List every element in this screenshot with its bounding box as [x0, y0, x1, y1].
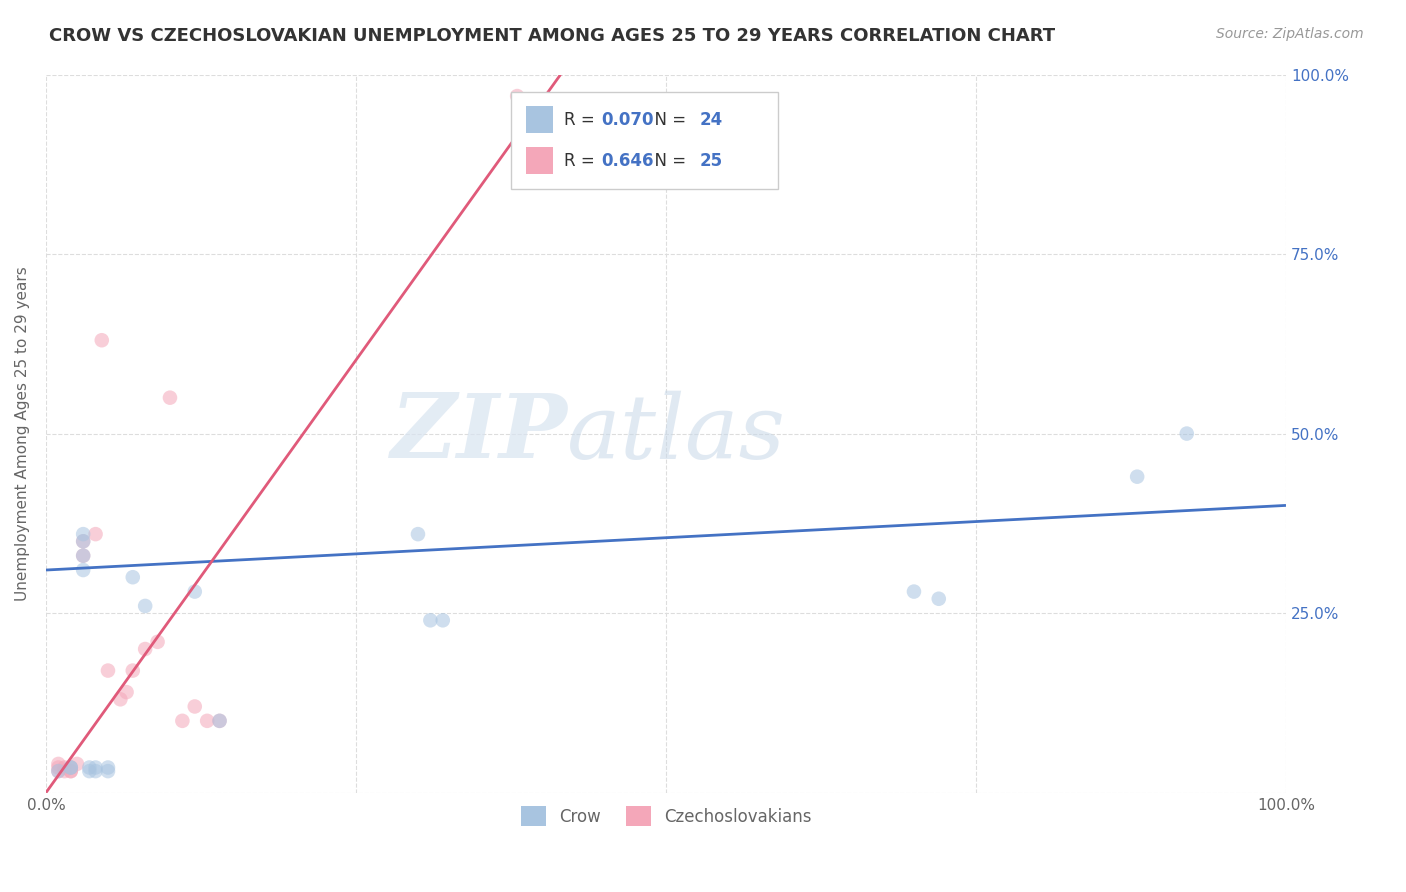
- Point: [72, 563, 94, 577]
- Point: [59, 760, 82, 774]
- Point: [72, 549, 94, 563]
- Text: 24: 24: [699, 111, 723, 128]
- Point: [406, 527, 429, 541]
- Text: R =: R =: [564, 111, 600, 128]
- Text: 0.070: 0.070: [602, 111, 654, 128]
- Point: [208, 714, 231, 728]
- Point: [72, 527, 94, 541]
- Point: [53, 760, 76, 774]
- Point: [1175, 426, 1198, 441]
- Point: [1126, 469, 1149, 483]
- Point: [115, 685, 138, 699]
- Point: [72, 549, 94, 563]
- Point: [53, 764, 76, 778]
- Point: [134, 599, 156, 613]
- Point: [59, 760, 82, 774]
- Bar: [510, 93, 778, 189]
- Point: [506, 89, 529, 103]
- Text: 0.646: 0.646: [602, 152, 654, 169]
- Point: [97, 760, 120, 774]
- Point: [48, 764, 70, 778]
- Point: [121, 570, 143, 584]
- Point: [195, 714, 218, 728]
- Point: [903, 584, 925, 599]
- Point: [66, 756, 89, 771]
- Text: atlas: atlas: [567, 390, 786, 477]
- Legend: Crow, Czechoslovakians: Crow, Czechoslovakians: [512, 797, 820, 835]
- Text: Source: ZipAtlas.com: Source: ZipAtlas.com: [1216, 27, 1364, 41]
- Point: [184, 699, 207, 714]
- Point: [432, 613, 454, 627]
- Point: [48, 764, 70, 778]
- Text: CROW VS CZECHOSLOVAKIAN UNEMPLOYMENT AMONG AGES 25 TO 29 YEARS CORRELATION CHART: CROW VS CZECHOSLOVAKIAN UNEMPLOYMENT AMO…: [49, 27, 1056, 45]
- Text: 25: 25: [699, 152, 723, 169]
- Point: [59, 760, 82, 774]
- Point: [134, 642, 156, 657]
- Text: ZIP: ZIP: [391, 391, 567, 477]
- Point: [72, 534, 94, 549]
- Point: [110, 692, 132, 706]
- Text: N =: N =: [644, 152, 690, 169]
- Text: R =: R =: [564, 152, 600, 169]
- Point: [48, 756, 70, 771]
- Point: [97, 764, 120, 778]
- Point: [172, 714, 194, 728]
- Point: [59, 764, 82, 778]
- Point: [84, 527, 107, 541]
- Point: [208, 714, 231, 728]
- Point: [146, 635, 169, 649]
- Point: [90, 333, 112, 347]
- Text: N =: N =: [644, 111, 690, 128]
- Point: [121, 664, 143, 678]
- Bar: [526, 106, 553, 134]
- Bar: [526, 147, 553, 174]
- Point: [84, 760, 107, 774]
- Point: [48, 760, 70, 774]
- Point: [59, 764, 82, 778]
- Point: [84, 764, 107, 778]
- Point: [159, 391, 181, 405]
- Point: [79, 764, 101, 778]
- Point: [928, 591, 950, 606]
- Point: [419, 613, 441, 627]
- Y-axis label: Unemployment Among Ages 25 to 29 years: Unemployment Among Ages 25 to 29 years: [15, 266, 30, 601]
- Point: [184, 584, 207, 599]
- Point: [79, 760, 101, 774]
- Point: [97, 664, 120, 678]
- Point: [72, 534, 94, 549]
